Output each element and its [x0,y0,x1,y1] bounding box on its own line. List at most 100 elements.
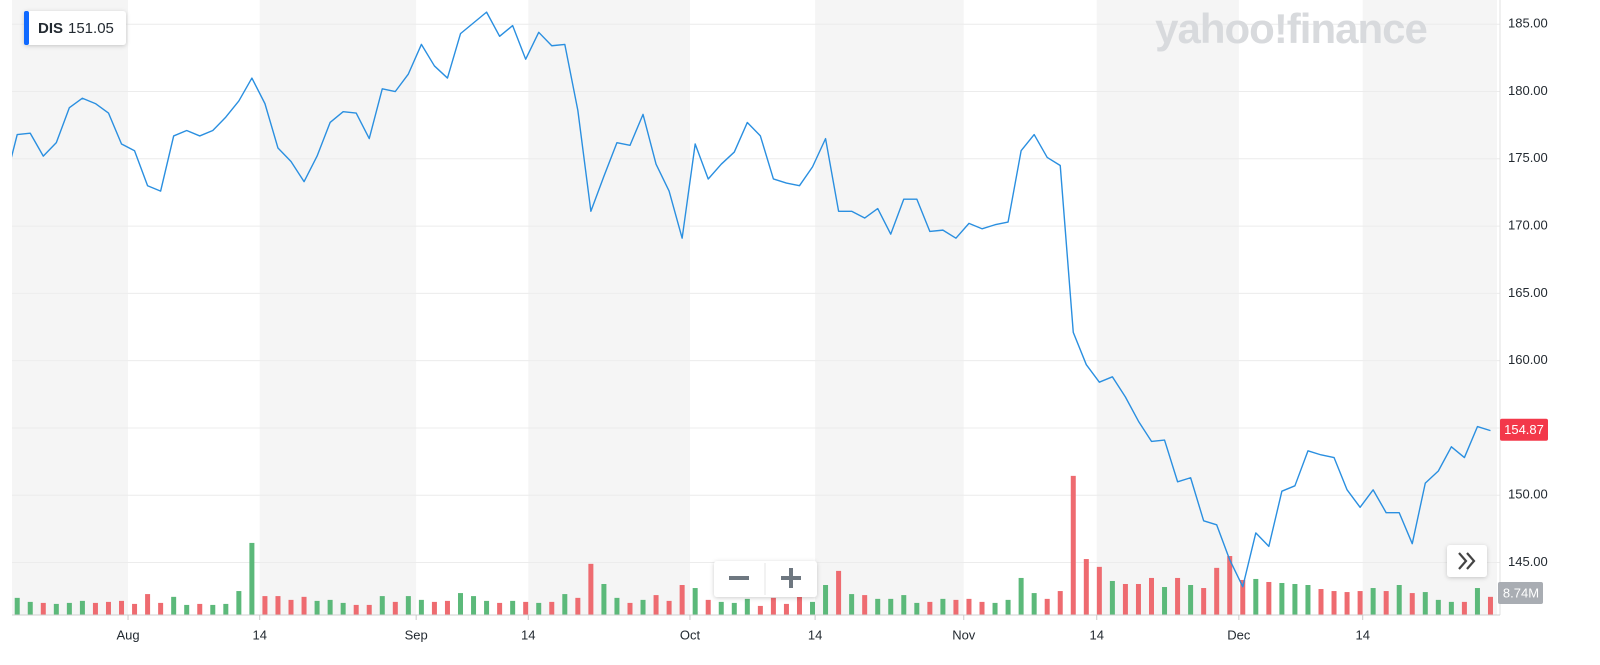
volume-bar [679,585,685,615]
shade-band [259,0,417,615]
symbol-badge [24,11,126,45]
volume-bar [444,600,450,615]
volume-bar [327,599,333,615]
volume-bar [223,603,229,615]
volume-bar [1070,475,1076,615]
last-volume-box [1498,581,1543,604]
volume-bar [1018,577,1024,615]
volume-bar [1057,591,1063,615]
volume-bar [405,596,411,615]
expand-icon [1458,552,1476,570]
volume-bar [105,601,111,615]
volume-bar [1305,585,1311,615]
symbol: DIS [38,20,63,37]
x-tick-label: 14 [252,627,266,642]
volume-bar [1370,588,1376,615]
volume-bar [705,599,711,615]
volume-bar [992,602,998,615]
volume-bar [471,596,477,615]
volume-bar [575,597,581,615]
x-tick-label: 14 [1090,627,1104,642]
x-tick-label: 14 [1355,627,1369,642]
volume-bar [53,603,59,615]
volume-bar [1409,593,1415,615]
volume-bar [849,594,855,615]
axes [12,0,1501,616]
volume-bar [692,588,698,615]
volume-bar [249,542,255,615]
volume-bar [379,596,385,615]
volume-bar [79,600,85,615]
volume-bar [457,593,463,615]
volume-bar [1344,592,1350,615]
volume-bar [145,594,151,615]
badge-accent [24,11,29,45]
volume-bar [770,597,776,615]
volume-bar [1096,566,1102,615]
volume-bar [796,595,802,615]
volume-bar [1292,583,1298,615]
shade-band [1362,0,1497,615]
volume-bar [901,595,907,615]
volume-bar [953,599,959,615]
x-tick-label: Nov [952,627,976,642]
volume-bar [862,595,868,615]
x-tick-label: 14 [521,627,535,642]
axis-labels: 145.00150.00155.00160.00165.00170.00175.… [116,16,1548,642]
volume-bar [366,604,372,615]
x-tick-label: Oct [680,627,701,642]
volume-bar [14,597,20,615]
volume-bar [1435,599,1441,615]
volume-bar [757,605,763,615]
last-volume-label: 8.74M [1503,585,1539,600]
zoom-out-button[interactable] [714,561,765,597]
plus-icon-v [789,568,793,588]
zoom-in-button[interactable] [766,561,817,597]
volume-bar [197,603,203,615]
shade-band [12,0,129,615]
last-price-box [1500,418,1548,441]
volume-bar [1162,587,1168,615]
shade-band [1096,0,1239,615]
volume-bar [1396,585,1402,615]
x-tick-label: Sep [405,627,428,642]
y-tick-label: 170.00 [1508,218,1548,233]
volume-bar [1122,583,1128,615]
volume-bar [418,599,424,615]
volume-bar [392,601,398,615]
minus-icon [729,576,749,580]
y-tick-label: 175.00 [1508,150,1548,165]
volume-bars [14,475,1493,615]
volume-bar [718,601,724,615]
volume-bar [497,602,503,615]
volume-bar [562,594,568,615]
x-tick-label: Dec [1227,627,1251,642]
shade-band [528,0,690,615]
volume-bar [1487,596,1493,615]
volume-bar [1175,577,1181,615]
y-tick-label: 180.00 [1508,83,1548,98]
volume-bar [431,601,437,615]
volume-bar [536,602,542,615]
x-tick-label: Aug [116,627,139,642]
x-tick-label: 14 [808,627,822,642]
y-tick-label: 165.00 [1508,285,1548,300]
volume-bar [653,595,659,615]
volume-bar [1279,582,1285,615]
volume-bar [666,600,672,615]
volume-bar [40,602,46,615]
volume-bar [823,585,829,615]
volume-bar [340,602,346,615]
volume-bar [301,596,307,615]
shade-band [815,0,964,615]
volume-bar [1266,581,1272,615]
volume-bar [1383,591,1389,615]
volume-bar [171,596,177,615]
volume-bar [119,600,125,615]
volume-bar [927,601,933,615]
volume-bar [353,604,359,615]
volume-bar [1227,556,1233,615]
volume-bar [92,602,98,615]
